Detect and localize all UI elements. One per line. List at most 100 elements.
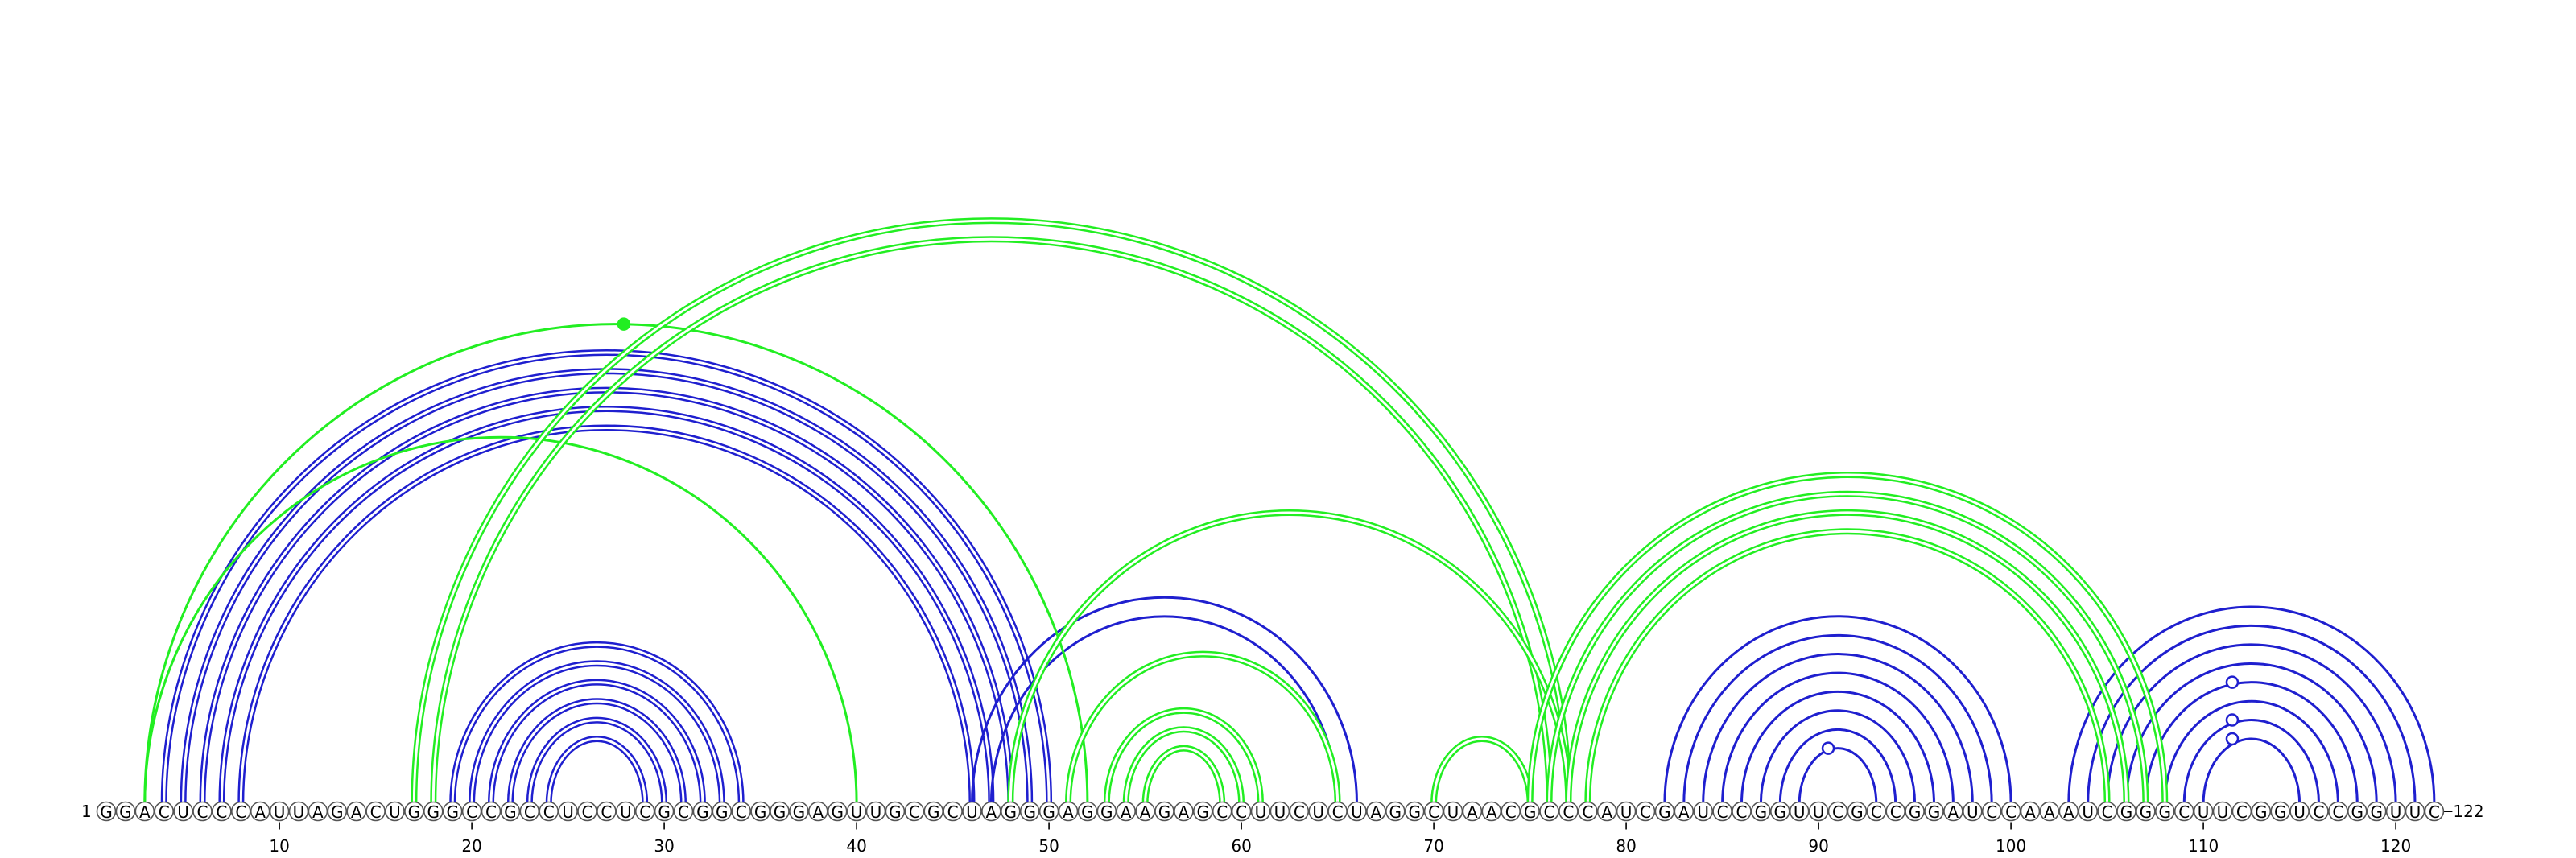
nucleotide-circle xyxy=(173,801,193,822)
nucleotide-circle xyxy=(943,801,963,822)
nucleotide-letter: G xyxy=(754,802,767,822)
arc-alternate-76-107 xyxy=(1546,490,2149,804)
nucleotide-letter: G xyxy=(119,802,132,822)
arc-alternate-75-108-gap xyxy=(1529,473,2166,804)
nucleotide-113: G xyxy=(2251,801,2272,822)
nucleotide-letter: A xyxy=(1467,802,1478,822)
nucleotide-letter: U xyxy=(620,802,632,822)
nucleotide-circle xyxy=(1520,801,1540,822)
arc-alternate-17-77-gap xyxy=(412,219,1570,804)
nucleotide-circle xyxy=(327,801,348,822)
tick-label-90: 90 xyxy=(1808,836,1828,856)
nucleotide-circle xyxy=(770,801,790,822)
nucleotide-9: A xyxy=(250,801,270,822)
arc-structure-24-29 xyxy=(545,735,649,804)
nucleotide-letter: A xyxy=(2044,802,2055,822)
nucleotide-5: U xyxy=(173,801,193,822)
nucleotide-letter: C xyxy=(197,802,208,822)
nucleotide-letter: C xyxy=(1986,802,1997,822)
nucleotide-16: U xyxy=(385,801,405,822)
nucleotide-circle xyxy=(731,801,752,822)
nucleotide-12: A xyxy=(308,801,328,822)
nucleotide-circle xyxy=(865,801,886,822)
nucleotide-letter: A xyxy=(1063,802,1074,822)
nucleotide-28: U xyxy=(615,801,636,822)
nucleotide-38: A xyxy=(807,801,828,822)
tick-label-70: 70 xyxy=(1423,836,1443,856)
nucleotide-101: A xyxy=(2020,801,2041,822)
nucleotide-61: U xyxy=(1250,801,1271,822)
nucleotide-letter: C xyxy=(736,802,747,822)
nucleotide-circle xyxy=(1077,801,1098,822)
nucleotide-letter: G xyxy=(2370,802,2383,822)
nucleotide-54: A xyxy=(1116,801,1136,822)
nucleotide-letter: C xyxy=(678,802,689,822)
arc-structure-19-34-gap xyxy=(451,643,743,804)
nucleotide-letter: G xyxy=(504,802,517,822)
nucleotide-3: A xyxy=(134,801,155,822)
nucleotide-letter: G xyxy=(716,802,729,822)
nucleotide-circle xyxy=(577,801,597,822)
arc-alternate-48-77-gap xyxy=(1009,511,1570,804)
nucleotide-letter: G xyxy=(1197,802,1210,822)
nucleotide-circle xyxy=(2078,801,2098,822)
nucleotide-43: C xyxy=(904,801,925,822)
arc-alternate-75-108 xyxy=(1526,472,2169,804)
nucleotide-87: G xyxy=(1751,801,1771,822)
nucleotide-circle xyxy=(1808,801,1829,822)
nucleotide-circle xyxy=(2309,801,2329,822)
nucleotide-59: C xyxy=(1212,801,1232,822)
nucleotide-letter: G xyxy=(1658,802,1671,822)
nucleotide-74: C xyxy=(1501,801,1521,822)
nucleotide-letter: U xyxy=(851,802,863,822)
nucleotide-11: U xyxy=(288,801,309,822)
nucleotide-letter: G xyxy=(2140,802,2153,822)
nucleotide-67: A xyxy=(1366,801,1386,822)
nucleotide-letter: A xyxy=(351,802,362,822)
nucleotide-letter: U xyxy=(389,802,401,822)
nucleotide-letter: C xyxy=(2005,802,2017,822)
nucleotide-letter: G xyxy=(331,802,344,822)
nucleotide-25: U xyxy=(558,801,578,822)
nucleotide-circle xyxy=(288,801,309,822)
nucleotide-letter: U xyxy=(2409,802,2421,822)
nucleotide-82: G xyxy=(1654,801,1675,822)
nucleotide-circle xyxy=(1596,801,1617,822)
nucleotide-letter: C xyxy=(1294,802,1305,822)
arc-alternate-18-76-gap xyxy=(431,237,1550,804)
nucleotide-circle xyxy=(500,801,521,822)
nucleotide-89: U xyxy=(1789,801,1810,822)
nucleotide-circle xyxy=(365,801,386,822)
nucleotide-letter: G xyxy=(1928,802,1941,822)
nucleotide-letter: A xyxy=(139,802,151,822)
nucleotide-circle xyxy=(1847,801,1868,822)
arc-alternate-77-106 xyxy=(1565,509,2130,804)
nucleotide-circle xyxy=(712,801,733,822)
nucleotide-circle xyxy=(558,801,578,822)
nucleotide-22: G xyxy=(500,801,521,822)
nucleotide-circle xyxy=(154,801,174,822)
nucleotide-108: G xyxy=(2155,801,2175,822)
nucleotide-circle xyxy=(1693,801,1713,822)
nucleotide-circle xyxy=(1231,801,1252,822)
nucleotide-letter: A xyxy=(1179,802,1190,822)
nucleotide-86: C xyxy=(1732,801,1752,822)
nucleotide-letter: G xyxy=(1042,802,1055,822)
nucleotide-letter: A xyxy=(812,802,824,822)
nucleotide-letter: U xyxy=(870,802,882,822)
nucleotide-circle xyxy=(1539,801,1559,822)
nucleotide-81: C xyxy=(1635,801,1656,822)
nucleotide-circle xyxy=(1154,801,1174,822)
nucleotide-circle xyxy=(1385,801,1406,822)
nucleotide-circle xyxy=(2424,801,2445,822)
nucleotide-circle xyxy=(1558,801,1579,822)
nucleotide-letter: G xyxy=(774,802,786,822)
nucleotide-85: C xyxy=(1712,801,1732,822)
nucleotide-circle xyxy=(2347,801,2368,822)
nucleotide-letter: C xyxy=(1505,802,1517,822)
nucleotide-circle xyxy=(1404,801,1425,822)
nucleotide-115: U xyxy=(2289,801,2310,822)
nucleotide-circle xyxy=(1174,801,1194,822)
nucleotide-circle xyxy=(2212,801,2233,822)
